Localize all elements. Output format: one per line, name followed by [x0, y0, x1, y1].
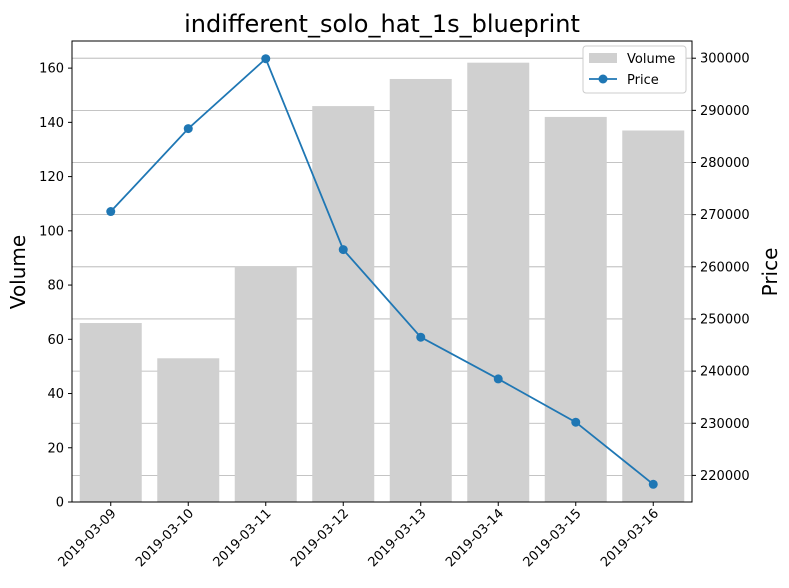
price-series-line: [110, 57, 654, 485]
left-tick-label-160: 160: [39, 62, 64, 77]
price-point-2019-03-09: [106, 207, 116, 217]
y-axis-label-left: Volume: [6, 235, 30, 309]
x-tick-label-2019-03-14: 2019-03-14: [443, 506, 507, 570]
x-tick-label-2019-03-12: 2019-03-12: [288, 506, 352, 570]
left-tick-label-20: 20: [47, 441, 64, 456]
right-tick-label-220000: 220000: [700, 469, 750, 484]
right-tick-label-260000: 260000: [700, 260, 750, 275]
right-tick-label-240000: 240000: [700, 365, 750, 380]
x-tick-label-2019-03-11: 2019-03-11: [211, 506, 275, 570]
price-point-2019-03-13: [416, 332, 426, 342]
left-tick-label-60: 60: [47, 333, 64, 348]
volume-bar-2019-03-10: [157, 358, 220, 502]
legend-swatch-price-marker: [598, 74, 608, 84]
x-tick-label-2019-03-10: 2019-03-10: [133, 506, 197, 570]
price-point-2019-03-15: [571, 417, 581, 427]
legend-label-volume: Volume: [627, 52, 675, 67]
y-axis-label-right: Price: [758, 248, 782, 297]
volume-bars: [79, 62, 685, 503]
x-tick-label-2019-03-15: 2019-03-15: [521, 506, 585, 570]
plot-frame: [71, 40, 693, 503]
chart-title: indifferent_solo_hat_1s_blueprint: [184, 10, 580, 38]
legend-label-price: Price: [627, 73, 659, 88]
price-point-2019-03-16: [648, 479, 658, 489]
right-tick-label-230000: 230000: [700, 417, 750, 432]
legend-swatch-volume: [589, 53, 617, 63]
volume-bar-2019-03-15: [544, 116, 607, 502]
x-axis-ticks: 2019-03-09 2019-03-10 2019-03-11 2019-03-12…: [56, 502, 662, 570]
price-point-2019-03-14: [493, 374, 503, 384]
left-tick-label-40: 40: [47, 387, 64, 402]
right-axis-ticks: 220000 230000 240000 250000 260000 270000 2800…: [692, 52, 750, 484]
left-tick-label-140: 140: [39, 116, 64, 131]
left-tick-label-120: 120: [39, 170, 64, 185]
right-tick-label-280000: 280000: [700, 156, 750, 171]
x-tick-label-2019-03-13: 2019-03-13: [366, 506, 430, 570]
x-tick-label-2019-03-16: 2019-03-16: [598, 506, 662, 570]
left-tick-label-80: 80: [47, 279, 64, 294]
legend: Volume Price: [582, 45, 687, 94]
price-point-2019-03-10: [183, 124, 193, 134]
price-line: [106, 54, 658, 489]
right-tick-label-300000: 300000: [700, 52, 750, 67]
price-point-2019-03-11: [261, 54, 271, 64]
volume-bar-2019-03-14: [467, 62, 530, 502]
right-tick-label-250000: 250000: [700, 312, 750, 327]
volume-bar-2019-03-09: [79, 323, 142, 502]
volume-bar-2019-03-16: [622, 130, 685, 503]
volume-bar-2019-03-12: [312, 106, 375, 503]
right-tick-label-290000: 290000: [700, 104, 750, 119]
volume-bar-2019-03-11: [234, 266, 297, 502]
left-axis-ticks: 0 20 40 60 80 100 120 140 160: [39, 62, 72, 511]
right-tick-label-270000: 270000: [700, 208, 750, 223]
price-point-2019-03-12: [338, 245, 348, 255]
left-tick-label-100: 100: [39, 224, 64, 239]
volume-bar-2019-03-13: [389, 78, 452, 502]
left-tick-label-0: 0: [56, 496, 64, 511]
x-tick-label-2019-03-09: 2019-03-09: [56, 506, 120, 570]
